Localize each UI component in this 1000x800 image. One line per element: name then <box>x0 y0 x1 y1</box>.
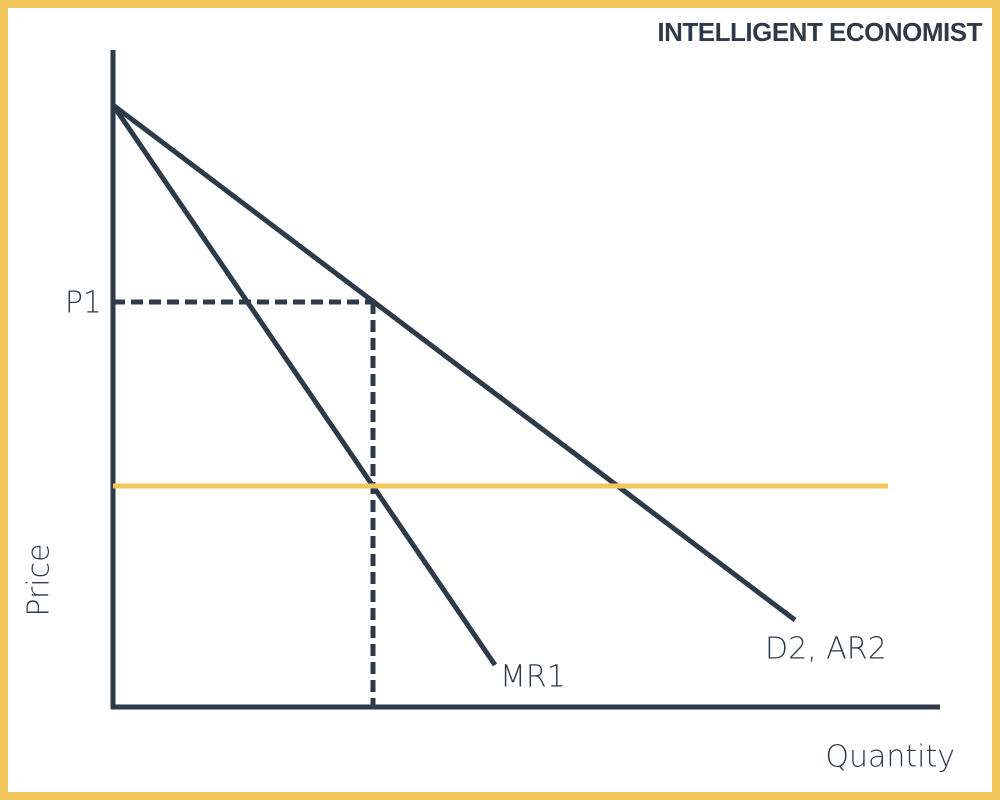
brand: INTELLIGENT ECONOMIST <box>657 17 982 47</box>
p1-label: P1 <box>65 286 102 321</box>
x-axis-label: Quantity <box>825 740 955 775</box>
demand-label: D2, AR2 <box>765 632 887 667</box>
mr-label: MR1 <box>500 660 566 695</box>
demand-curve <box>111 103 797 622</box>
mr-curve <box>110 103 498 667</box>
y-axis-label: Price <box>22 543 57 616</box>
